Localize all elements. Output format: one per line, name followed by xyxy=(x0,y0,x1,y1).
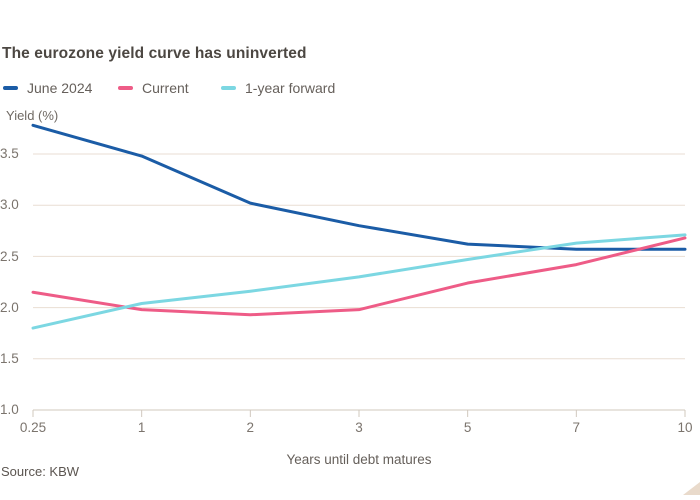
legend-swatch-1-year-forward xyxy=(221,86,236,90)
legend-label: Current xyxy=(142,80,189,96)
x-tick-label: 10 xyxy=(677,420,693,435)
y-tick-label: 1.5 xyxy=(0,351,19,366)
x-axis-title: Years until debt matures xyxy=(286,452,432,467)
y-tick-label: 3.5 xyxy=(0,146,19,161)
legend-item-current: Current xyxy=(118,79,189,97)
y-tick-label: 2.0 xyxy=(0,300,19,315)
y-tick-label: 2.5 xyxy=(0,249,19,264)
legend-swatch-current xyxy=(118,86,133,90)
series-line-june-2024 xyxy=(31,123,687,251)
legend-label: 1-year forward xyxy=(245,80,336,96)
legend: June 2024 Current 1-year forward xyxy=(0,79,700,97)
x-tick-label: 7 xyxy=(572,420,581,435)
x-tick-label: 1 xyxy=(137,420,146,435)
y-tick-label: 3.0 xyxy=(0,197,19,212)
x-tick-label: 5 xyxy=(463,420,472,435)
series-line-1-year-forward xyxy=(31,233,687,330)
y-axis-title: Yield (%) xyxy=(6,108,59,123)
x-tick-label: 2 xyxy=(246,420,255,435)
legend-item-june-2024: June 2024 xyxy=(3,79,92,97)
series-line-current xyxy=(31,236,687,317)
legend-item-1-year-forward: 1-year forward xyxy=(221,79,335,97)
y-tick-label: 1.0 xyxy=(0,402,19,417)
legend-label: June 2024 xyxy=(27,80,93,96)
legend-swatch-june-2024 xyxy=(3,86,18,90)
source-note: Source: KBW xyxy=(1,464,80,479)
corner-mark-icon xyxy=(683,482,700,495)
chart-title: The eurozone yield curve has uninverted xyxy=(2,45,307,62)
x-tick-label: 3 xyxy=(355,420,363,435)
x-tick-label: 0.25 xyxy=(19,420,47,435)
